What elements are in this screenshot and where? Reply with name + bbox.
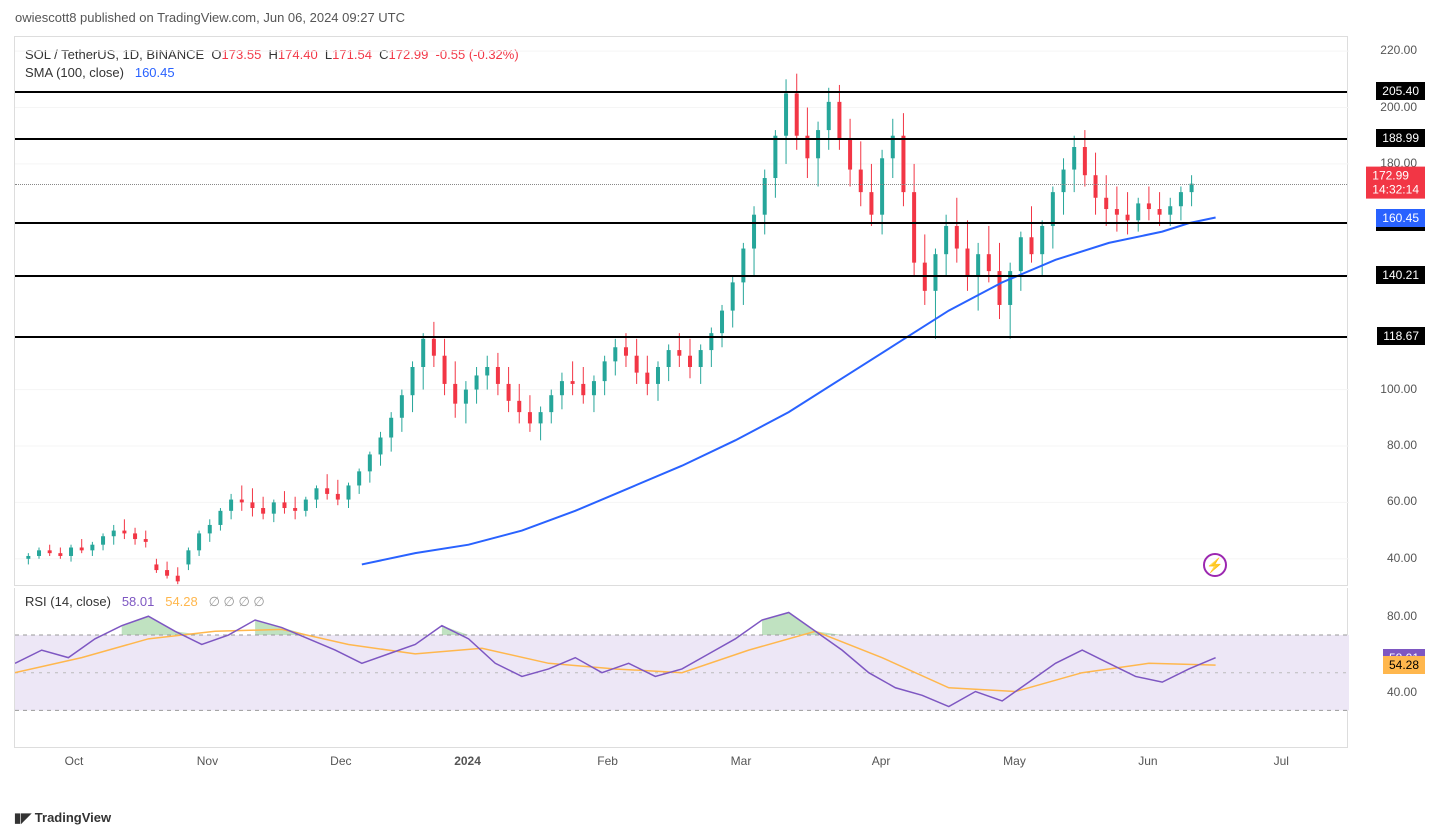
- x-tick-label: Jul: [1274, 754, 1289, 768]
- x-tick-label: Feb: [597, 754, 618, 768]
- tv-logo-icon: ▮◤: [14, 810, 31, 825]
- y-tick-label: 100.00: [1380, 382, 1417, 396]
- rsi-y-tick: 80.00: [1387, 609, 1417, 623]
- tradingview-logo: ▮◤ TradingView: [14, 810, 111, 826]
- rsi-chart-svg: [15, 588, 1349, 748]
- hline-price-box: 188.99: [1376, 129, 1425, 147]
- hline-price-box: 205.40: [1376, 82, 1425, 100]
- hline-price-box: 118.67: [1377, 327, 1425, 345]
- y-tick-label: 60.00: [1387, 494, 1417, 508]
- x-tick-label: 2024: [454, 754, 481, 768]
- y-tick-label: 200.00: [1380, 100, 1417, 114]
- x-tick-label: Jun: [1138, 754, 1157, 768]
- chart-container: SOL / TetherUS, 1D, BINANCE O173.55 H174…: [14, 36, 1425, 796]
- price-panel[interactable]: SOL / TetherUS, 1D, BINANCE O173.55 H174…: [14, 36, 1348, 586]
- x-tick-label: Oct: [65, 754, 84, 768]
- x-tick-label: Nov: [197, 754, 218, 768]
- rsi-legend-name: RSI (14, close): [25, 594, 111, 609]
- rsi-panel[interactable]: RSI (14, close) 58.01 54.28 ∅ ∅ ∅ ∅: [14, 588, 1348, 748]
- rsi-signal-box: 54.28: [1383, 656, 1425, 674]
- rsi-legend-v1: 58.01: [122, 594, 155, 609]
- y-tick-label: 80.00: [1387, 438, 1417, 452]
- price-chart-svg: [15, 37, 1349, 587]
- rsi-y-axis[interactable]: 80.0040.0058.0154.28: [1348, 588, 1425, 748]
- rsi-y-tick: 40.00: [1387, 685, 1417, 699]
- current-price-box: 172.9914:32:14: [1366, 166, 1425, 199]
- rsi-legend-nulls: ∅ ∅ ∅ ∅: [209, 594, 265, 609]
- flash-icon[interactable]: ⚡: [1203, 553, 1227, 577]
- current-price-line: [15, 184, 1347, 185]
- publish-header: owiescott8 published on TradingView.com,…: [0, 0, 1439, 35]
- rsi-legend: RSI (14, close) 58.01 54.28 ∅ ∅ ∅ ∅: [25, 594, 265, 610]
- y-tick-label: 40.00: [1387, 551, 1417, 565]
- rsi-legend-v2: 54.28: [165, 594, 198, 609]
- horizontal-line[interactable]: [15, 91, 1347, 93]
- x-tick-label: Apr: [872, 754, 891, 768]
- horizontal-line[interactable]: [15, 222, 1347, 224]
- hline-price-box: 140.21: [1376, 266, 1425, 284]
- price-y-axis[interactable]: 40.0060.0080.00100.00140.00180.00200.002…: [1348, 36, 1425, 586]
- horizontal-line[interactable]: [15, 138, 1347, 140]
- x-tick-label: Dec: [330, 754, 351, 768]
- time-x-axis[interactable]: Oct Nov Dec 2024 Feb Mar Apr May Jun Jul: [14, 748, 1348, 778]
- x-tick-label: Mar: [731, 754, 752, 768]
- sma-price-box: 160.45: [1376, 209, 1425, 227]
- horizontal-line[interactable]: [15, 336, 1347, 338]
- y-tick-label: 220.00: [1380, 43, 1417, 57]
- x-tick-label: May: [1003, 754, 1026, 768]
- horizontal-line[interactable]: [15, 275, 1347, 277]
